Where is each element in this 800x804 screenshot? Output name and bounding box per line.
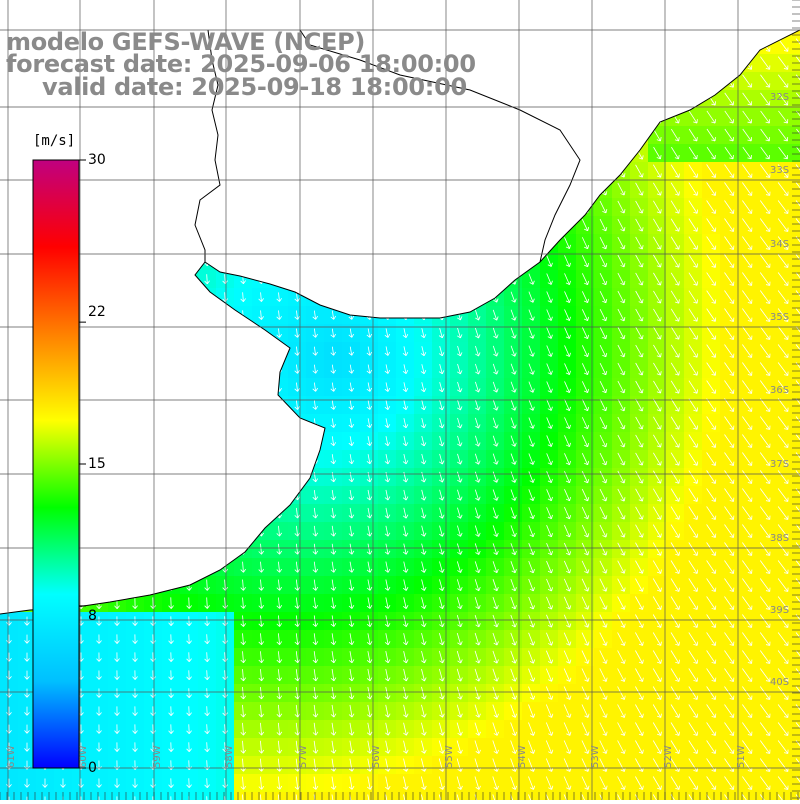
lat-label: 36S <box>770 385 789 396</box>
colorbar-unit-label: [m/s] <box>33 133 75 149</box>
colorbar-tick-label: 8 <box>88 608 97 624</box>
field-cell <box>576 792 594 800</box>
colorbar-gradient <box>33 160 79 768</box>
field-cell <box>792 90 800 108</box>
lon-label: 54W <box>517 745 528 768</box>
title-valid-date: valid date: 2025-09-18 18:00:00 <box>42 75 467 99</box>
lon-label: 57W <box>298 745 309 768</box>
colorbar-tick-label: 0 <box>88 760 97 776</box>
lon-label: 52W <box>663 745 674 768</box>
lat-label: 40S <box>770 677 789 688</box>
lat-label: 37S <box>770 459 789 470</box>
field-cell <box>540 792 558 800</box>
field-cell <box>630 792 648 800</box>
lat-label: 33S <box>770 165 789 176</box>
field-cell <box>378 792 396 800</box>
colorbar-tick-label: 15 <box>88 456 106 472</box>
field-cell <box>792 72 800 90</box>
field-cell <box>612 792 630 800</box>
lon-label: 61W <box>6 745 17 768</box>
lat-label: 34S <box>770 239 789 250</box>
field-cell <box>666 792 684 800</box>
lon-label: 58W <box>224 745 235 768</box>
lat-label: 38S <box>770 533 789 544</box>
colorbar-tick-label: 22 <box>88 304 106 320</box>
field-cell <box>450 792 468 800</box>
field-cell <box>792 108 800 126</box>
lat-label: 32S <box>770 92 789 103</box>
lon-label: 59W <box>152 745 163 768</box>
field-cell <box>702 792 720 800</box>
field-cell <box>792 792 800 800</box>
colorbar <box>33 160 86 768</box>
lon-label: 53W <box>590 745 601 768</box>
field-cell <box>486 792 504 800</box>
field-cell <box>738 792 756 800</box>
lat-label: 35S <box>770 312 789 323</box>
lon-label: 56W <box>371 745 382 768</box>
field-cell <box>414 792 432 800</box>
lon-label: 51W <box>736 745 747 768</box>
colorbar-tick-label: 30 <box>88 152 106 168</box>
field-cell <box>360 792 378 800</box>
field-cell <box>756 792 774 800</box>
lon-label: 55W <box>444 745 455 768</box>
lat-label: 39S <box>770 605 789 616</box>
field-cell <box>792 126 800 144</box>
